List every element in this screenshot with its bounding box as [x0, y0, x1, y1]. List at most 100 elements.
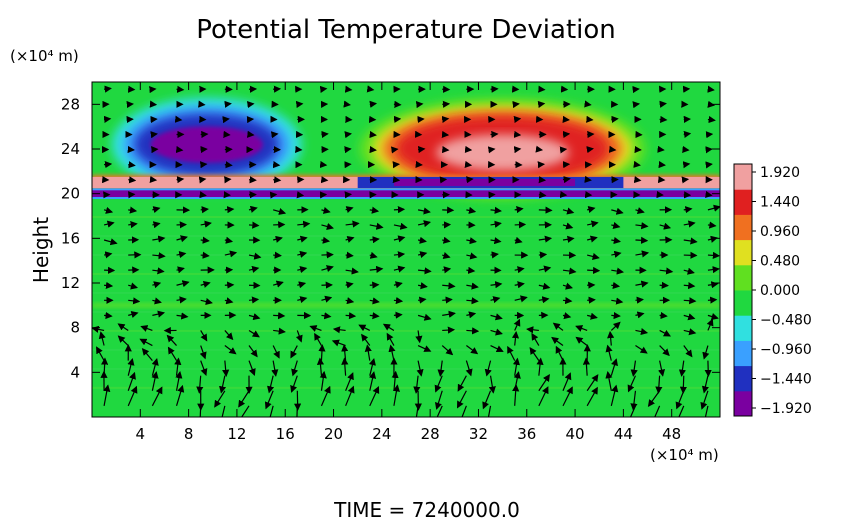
wind-arrow	[248, 313, 261, 321]
wind-arrow	[707, 251, 720, 259]
wind-arrow	[466, 297, 479, 305]
wind-arrow	[417, 207, 431, 215]
wind-arrow	[635, 236, 649, 244]
wind-arrow	[441, 345, 454, 356]
wind-arrow	[369, 206, 380, 214]
wind-arrow	[128, 297, 141, 305]
wind-arrow	[706, 318, 714, 331]
y-axis-ticks: 4 8 12 16 20 24 28	[61, 95, 720, 381]
colorbar-segment	[734, 390, 752, 417]
wind-arrow	[273, 235, 283, 243]
wind-arrow	[167, 346, 178, 361]
wind-arrow	[654, 405, 661, 417]
wind-arrow	[150, 131, 158, 139]
wind-arrow	[630, 360, 638, 377]
field-stripe	[92, 348, 720, 351]
wind-arrow	[393, 251, 406, 259]
colorbar-segment	[734, 340, 752, 367]
colorbar-tick-label: 0.480	[760, 254, 800, 270]
wind-arrow	[175, 371, 183, 391]
wind-arrow	[529, 347, 540, 361]
wind-arrow	[199, 191, 207, 199]
wind-arrow	[442, 296, 453, 304]
wind-arrow	[269, 405, 274, 417]
wind-arrow	[92, 325, 105, 333]
wind-arrow	[248, 221, 260, 229]
y-axis-unit: (×10⁴ m)	[10, 47, 79, 65]
cold-band	[92, 188, 720, 200]
chart-title: Potential Temperature Deviation	[196, 15, 616, 45]
wind-arrow	[465, 360, 473, 377]
wind-arrow	[466, 176, 474, 184]
wind-arrow	[562, 312, 572, 320]
wind-arrow	[224, 345, 237, 355]
wind-arrow	[707, 204, 720, 212]
x-tick-label: 16	[276, 425, 295, 443]
wind-arrow	[297, 220, 311, 228]
wind-arrow	[442, 206, 455, 214]
wind-arrow	[343, 100, 351, 108]
wind-arrow	[441, 115, 450, 123]
wind-arrow	[331, 339, 346, 347]
wind-arrow	[683, 130, 692, 139]
field-stripe	[92, 310, 720, 313]
colorbar-tick-label: −0.960	[760, 342, 812, 358]
x-tick-label: 24	[372, 425, 391, 443]
wind-arrow	[221, 405, 226, 417]
wind-arrow	[707, 221, 717, 229]
wind-arrow	[151, 358, 159, 376]
wind-arrow	[562, 176, 571, 184]
wind-arrow	[562, 235, 575, 243]
wind-arrow	[605, 344, 613, 361]
wind-arrow	[96, 346, 105, 361]
wind-arrow	[117, 323, 129, 331]
wind-arrow	[507, 345, 516, 361]
wind-arrow	[369, 371, 377, 391]
wind-arrow	[442, 266, 452, 274]
wind-arrow	[316, 357, 325, 376]
wind-arrow	[682, 161, 691, 169]
wind-arrow	[442, 236, 451, 244]
wind-arrow	[176, 176, 185, 184]
x-tick-label: 40	[566, 425, 585, 443]
wind-arrow	[683, 282, 696, 290]
wind-arrow	[393, 296, 404, 305]
wind-arrow	[152, 206, 161, 214]
wind-arrow	[222, 360, 230, 378]
colorbar-segment	[734, 214, 752, 241]
wind-arrow	[393, 235, 406, 243]
wind-arrow	[610, 321, 621, 331]
wind-arrow	[633, 175, 642, 184]
y-tick-label: 20	[61, 185, 80, 203]
wind-arrow	[224, 100, 232, 108]
wind-arrow	[513, 115, 522, 124]
wind-arrow	[707, 115, 716, 124]
wind-arrow	[611, 221, 621, 229]
wind-arrow	[199, 161, 208, 169]
wind-arrow	[683, 206, 693, 214]
wind-arrow	[562, 207, 575, 215]
wind-arrow	[490, 344, 504, 353]
wind-arrow	[393, 222, 408, 230]
wind-arrow	[176, 296, 187, 304]
wind-arrow	[345, 372, 354, 391]
y-axis-label: Height	[29, 217, 53, 283]
field-stripe	[92, 253, 720, 256]
wind-arrow	[139, 338, 153, 347]
colorbar-segment	[734, 315, 752, 341]
wind-arrow	[176, 280, 190, 288]
wind-arrow	[707, 266, 720, 274]
wind-arrow	[466, 252, 478, 260]
field-stripe	[92, 386, 720, 389]
wind-arrow	[538, 235, 553, 243]
wind-arrow	[98, 331, 106, 346]
wind-arrow	[101, 357, 109, 376]
wind-arrow	[152, 252, 166, 260]
wind-arrow	[466, 206, 477, 214]
wind-arrow	[562, 267, 577, 275]
wind-arrow	[200, 360, 208, 377]
wind-arrow	[272, 280, 284, 288]
wind-arrow	[290, 375, 298, 393]
x-tick-label: 36	[517, 425, 536, 443]
colorbar-segment	[734, 239, 752, 266]
